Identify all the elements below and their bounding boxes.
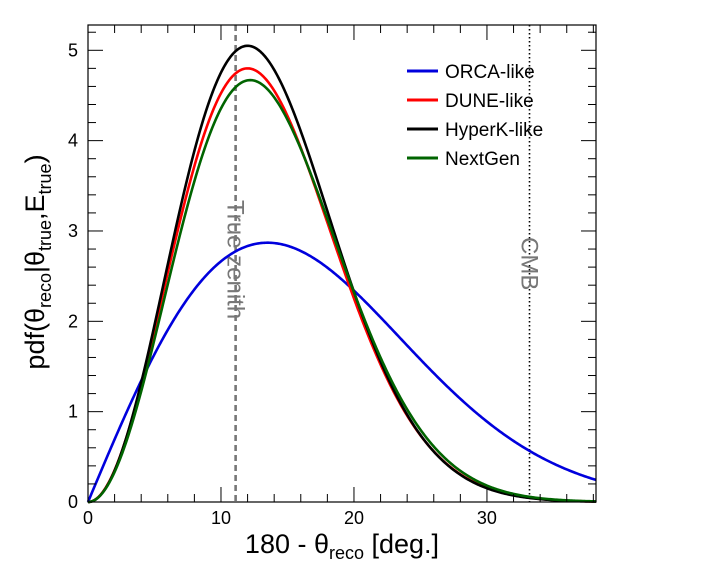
curve-layer: [86, 44, 597, 504]
x-tick-label: 0: [83, 508, 93, 528]
plot-frame: [87, 24, 597, 503]
legend-label-2: HyperK-like: [445, 120, 543, 141]
axis-ticks: 0 10 20 30 0 1 2 3 4 5: [68, 25, 596, 528]
annotation-label-0: True zenith: [222, 200, 249, 319]
y-axis-label: pdf(θreco|θtrue,Etrue): [20, 154, 55, 369]
y-tick-label: 0: [68, 492, 78, 512]
annotation-label-1: CMB: [516, 237, 543, 290]
y-tick-label: 4: [68, 131, 78, 151]
series-line-nextgen: [87, 78, 597, 504]
series-line-orca-like: [86, 241, 597, 503]
legend: ORCA-like DUNE-like HyperK-like NextGen: [407, 62, 543, 170]
annotation-layer: True zenith CMB: [222, 25, 543, 502]
y-tick-label: 1: [68, 402, 78, 422]
legend-label-1: DUNE-like: [445, 91, 534, 112]
legend-label-3: NextGen: [445, 149, 520, 170]
x-tick-label: 30: [477, 508, 497, 528]
x-tick-label: 20: [344, 508, 364, 528]
legend-label-0: ORCA-like: [445, 62, 535, 83]
x-tick-label: 10: [211, 508, 231, 528]
y-tick-label: 2: [68, 311, 78, 331]
y-tick-label: 5: [68, 40, 78, 60]
x-axis-label: 180 - θreco [deg.]: [245, 529, 439, 563]
y-tick-label: 3: [68, 221, 78, 241]
